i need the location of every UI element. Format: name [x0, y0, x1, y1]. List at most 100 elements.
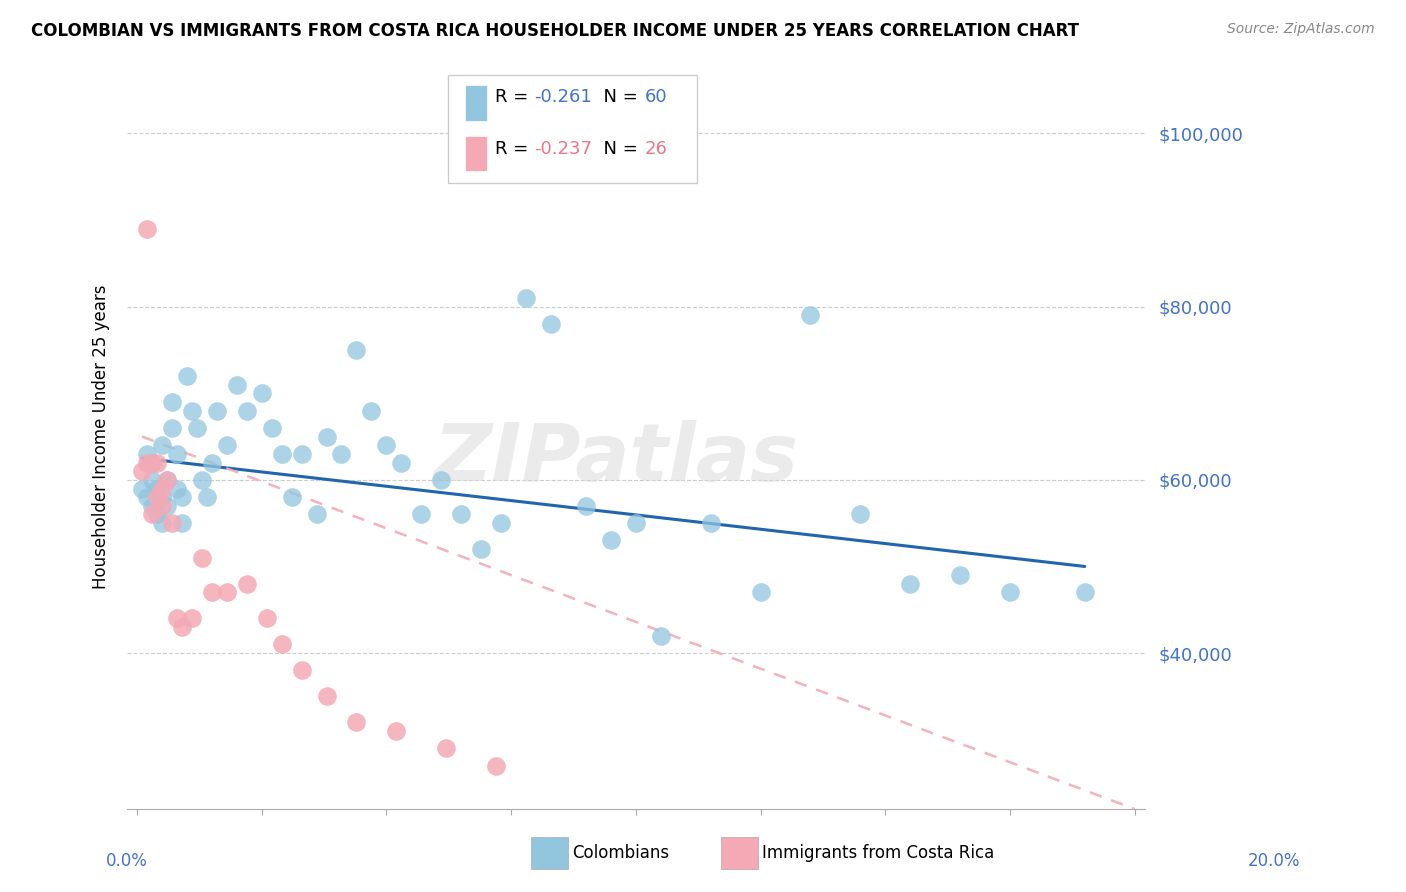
Point	[201, 456, 224, 470]
Point	[136, 456, 159, 470]
Point	[250, 386, 273, 401]
Bar	[465, 136, 488, 171]
Point	[176, 368, 198, 383]
Point	[540, 317, 562, 331]
Point	[150, 516, 173, 530]
Point	[166, 447, 188, 461]
Point	[201, 585, 224, 599]
Point	[170, 516, 193, 530]
Point	[205, 403, 228, 417]
Point	[136, 490, 159, 504]
Point	[749, 585, 772, 599]
Point	[256, 611, 278, 625]
Text: 26: 26	[645, 140, 668, 159]
Point	[150, 438, 173, 452]
Point	[141, 508, 163, 522]
Point	[180, 611, 202, 625]
Point	[235, 403, 257, 417]
Point	[375, 438, 398, 452]
Text: -0.237: -0.237	[534, 140, 592, 159]
Point	[225, 377, 247, 392]
Point	[166, 611, 188, 625]
Text: N =: N =	[592, 88, 644, 106]
Point	[305, 508, 328, 522]
Text: Source: ZipAtlas.com: Source: ZipAtlas.com	[1227, 22, 1375, 37]
Point	[136, 447, 159, 461]
Point	[156, 499, 179, 513]
Point	[170, 490, 193, 504]
Point	[450, 508, 472, 522]
Text: Colombians: Colombians	[572, 844, 669, 862]
Point	[186, 421, 208, 435]
Point	[235, 576, 257, 591]
Point	[346, 343, 368, 357]
Point	[215, 438, 238, 452]
Point	[141, 456, 163, 470]
Point	[699, 516, 721, 530]
Point	[141, 473, 163, 487]
Point	[949, 568, 972, 582]
Point	[360, 403, 382, 417]
Point	[998, 585, 1021, 599]
Point	[430, 473, 453, 487]
Point	[485, 758, 508, 772]
Point	[166, 482, 188, 496]
Point	[315, 429, 337, 443]
Text: -0.261: -0.261	[534, 88, 592, 106]
Y-axis label: Householder Income Under 25 years: Householder Income Under 25 years	[93, 285, 110, 589]
Point	[650, 629, 672, 643]
Point	[215, 585, 238, 599]
Point	[131, 464, 153, 478]
Point	[146, 490, 169, 504]
Point	[131, 482, 153, 496]
Point	[191, 550, 214, 565]
Point	[260, 421, 283, 435]
Text: ZIPatlas: ZIPatlas	[433, 420, 799, 498]
Point	[346, 715, 368, 730]
Point	[156, 473, 179, 487]
Point	[141, 499, 163, 513]
Point	[330, 447, 353, 461]
Point	[146, 508, 169, 522]
Point	[385, 724, 408, 739]
Point	[160, 516, 183, 530]
Point	[270, 637, 292, 651]
Point	[315, 690, 337, 704]
Point	[290, 664, 312, 678]
Point	[150, 482, 173, 496]
Point	[141, 456, 163, 470]
Point	[898, 576, 921, 591]
Text: R =: R =	[495, 88, 534, 106]
Text: 60: 60	[645, 88, 668, 106]
FancyBboxPatch shape	[447, 75, 697, 183]
Point	[575, 499, 598, 513]
Point	[180, 403, 202, 417]
Text: Immigrants from Costa Rica: Immigrants from Costa Rica	[762, 844, 994, 862]
Point	[1074, 585, 1097, 599]
Text: R =: R =	[495, 140, 534, 159]
Point	[434, 741, 457, 756]
Point	[156, 473, 179, 487]
Point	[515, 291, 537, 305]
Point	[270, 447, 292, 461]
Text: 20.0%: 20.0%	[1249, 852, 1301, 870]
Point	[170, 620, 193, 634]
Point	[280, 490, 302, 504]
Point	[389, 456, 412, 470]
Point	[290, 447, 312, 461]
Point	[489, 516, 512, 530]
Text: 0.0%: 0.0%	[105, 852, 148, 870]
Point	[160, 421, 183, 435]
Text: N =: N =	[592, 140, 644, 159]
Point	[411, 508, 433, 522]
Point	[195, 490, 218, 504]
Point	[150, 499, 173, 513]
Point	[146, 482, 169, 496]
Point	[191, 473, 214, 487]
Point	[849, 508, 872, 522]
Bar	[465, 86, 488, 121]
Point	[136, 221, 159, 235]
Point	[624, 516, 647, 530]
Point	[150, 490, 173, 504]
Point	[146, 456, 169, 470]
